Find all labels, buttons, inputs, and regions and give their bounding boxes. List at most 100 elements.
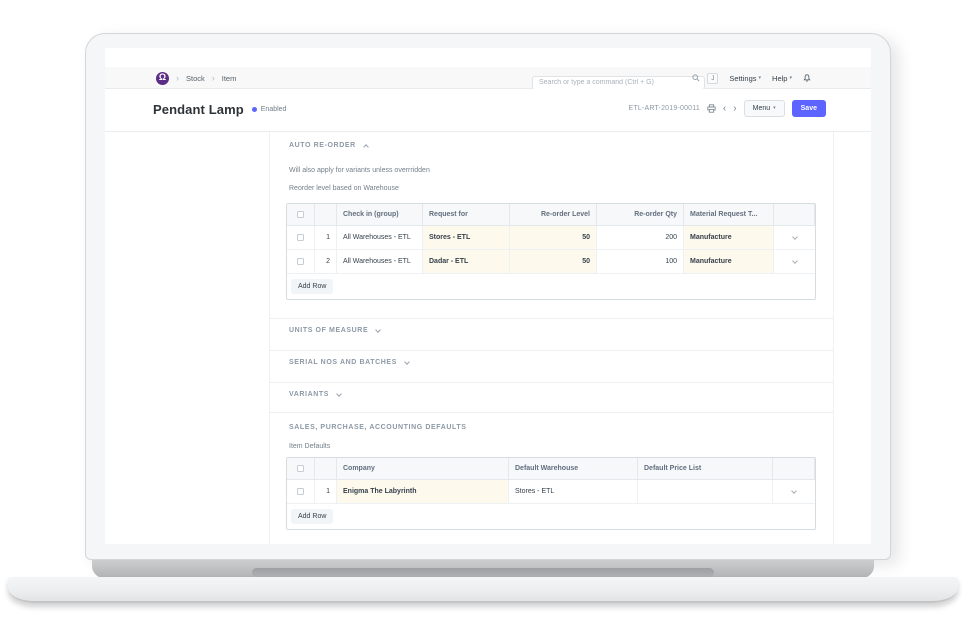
search-input[interactable] [532,75,705,90]
table-row: 2 All Warehouses - ETL Dadar - ETL 50 10… [287,250,815,274]
idx-header [315,458,337,479]
avatar[interactable]: J [707,72,719,84]
section-auto-reorder[interactable]: AUTO RE-ORDER [289,142,369,150]
settings-menu[interactable]: Settings ▾ [729,74,761,83]
app-window: Ω › Stock › Item J Settings ▾ [105,48,871,544]
col-material-request-type: Material Request T... [684,204,774,225]
cell-reorder-level[interactable]: 50 [510,250,597,273]
section-title: UNITS OF MEASURE [289,327,369,334]
col-actions [774,204,815,225]
app-logo-icon[interactable]: Ω [156,71,169,85]
section-sales-purchase-accounting-defaults[interactable]: SALES, PURCHASE, ACCOUNTING DEFAULTS [289,424,467,431]
section-divider [269,382,834,383]
chevron-down-icon [791,487,797,494]
cell-default-price-list[interactable] [638,480,773,503]
cell-material-request-type[interactable]: Manufacture [684,226,774,249]
cell-check-in[interactable]: All Warehouses - ETL [337,250,423,273]
chevron-right-icon: › [176,72,179,83]
add-row-button[interactable]: Add Row [291,279,334,294]
item-defaults-grid: Company Default Warehouse Default Price … [286,457,816,530]
section-units-of-measure[interactable]: UNITS OF MEASURE [289,326,382,334]
breadcrumb-item[interactable]: Item [221,73,237,83]
cell-check-in[interactable]: All Warehouses - ETL [337,226,423,249]
cell-reorder-qty[interactable]: 200 [597,226,684,249]
reorder-grid: Check in (group) Request for Re-order Le… [286,203,816,300]
menu-button[interactable]: Menu ▾ [743,100,785,117]
checkbox-icon [297,465,304,472]
cell-company[interactable]: Enigma The Labyrinth [337,480,509,503]
variants-help-text: Will also apply for variants unless over… [289,167,430,174]
chevron-down-icon [375,326,382,333]
print-icon[interactable] [707,104,716,113]
chevron-down-icon [791,233,798,240]
next-doc-icon[interactable]: › [733,102,737,114]
cell-reorder-level[interactable]: 50 [510,226,597,249]
cell-reorder-qty[interactable]: 100 [597,250,684,273]
select-all-checkbox[interactable] [287,458,315,479]
section-title: AUTO RE-ORDER [289,142,356,149]
page-actions: ETL-ART-2019-00011 ‹ › Menu ▾ Save [628,100,826,117]
col-reorder-level: Re-order Level [510,204,597,225]
item-defaults-label: Item Defaults [289,443,331,450]
col-default-warehouse: Default Warehouse [509,458,638,479]
section-title: VARIANTS [289,391,330,398]
chevron-down-icon: ▾ [789,74,792,81]
row-index: 1 [315,226,337,249]
breadcrumb-stock[interactable]: Stock [186,73,205,83]
row-expand-button[interactable] [774,226,815,249]
table-row: 1 Enigma The Labyrinth Stores - ETL [287,480,815,504]
row-checkbox[interactable] [287,226,315,249]
page-title: Pendant Lamp [153,102,244,117]
grid-footer: Add Row [287,504,815,529]
global-search [532,71,705,90]
navbar: Ω › Stock › Item J Settings ▾ [105,67,871,90]
col-reorder-qty: Re-order Qty [597,204,684,225]
search-icon [692,74,700,82]
laptop-hinge [92,560,874,578]
chevron-down-icon [404,358,410,365]
chevron-down-icon [336,390,342,397]
form-card-left-edge [269,132,270,544]
help-menu[interactable]: Help ▾ [772,74,792,83]
menu-label: Menu [752,105,771,112]
col-default-price-list: Default Price List [638,458,773,479]
checkbox-icon [297,488,304,495]
chevron-down-icon: ▾ [758,74,762,81]
col-actions [773,458,815,479]
save-button[interactable]: Save [791,100,826,117]
section-variants[interactable]: VARIANTS [289,390,342,398]
col-request-for: Request for [423,204,510,225]
save-label: Save [800,105,817,112]
status-dot-icon [251,107,257,112]
grid-header-row: Company Default Warehouse Default Price … [287,458,815,480]
section-divider [269,318,834,319]
select-all-checkbox[interactable] [287,204,315,225]
form-card-right-edge [833,132,834,544]
page-head: Pendant Lamp Enabled ETL-ART-2019-00011 … [105,89,871,132]
chevron-up-icon [362,144,369,150]
row-checkbox[interactable] [287,480,315,503]
cell-request-for[interactable]: Dadar - ETL [423,250,510,273]
col-company: Company [337,458,509,479]
title-area: Pendant Lamp Enabled [153,102,286,117]
bell-icon[interactable] [803,74,811,82]
row-expand-button[interactable] [773,480,815,503]
checkbox-icon [297,211,304,218]
row-index: 2 [315,250,337,273]
idx-header [315,204,337,225]
section-serial-nos-and-batches[interactable]: SERIAL NOS AND BATCHES [289,358,410,366]
cell-material-request-type[interactable]: Manufacture [684,250,774,273]
section-divider [269,350,834,351]
row-expand-button[interactable] [774,250,815,273]
chevron-down-icon [791,257,798,264]
row-checkbox[interactable] [287,250,315,273]
section-title: SERIAL NOS AND BATCHES [289,359,397,366]
settings-label: Settings [729,73,757,83]
cell-default-warehouse[interactable]: Stores - ETL [509,480,638,503]
laptop-hinge-notch [252,568,714,577]
prev-doc-icon[interactable]: ‹ [722,102,727,114]
cell-request-for[interactable]: Stores - ETL [423,226,510,249]
add-row-button[interactable]: Add Row [291,509,334,524]
col-check-in: Check in (group) [337,204,423,225]
